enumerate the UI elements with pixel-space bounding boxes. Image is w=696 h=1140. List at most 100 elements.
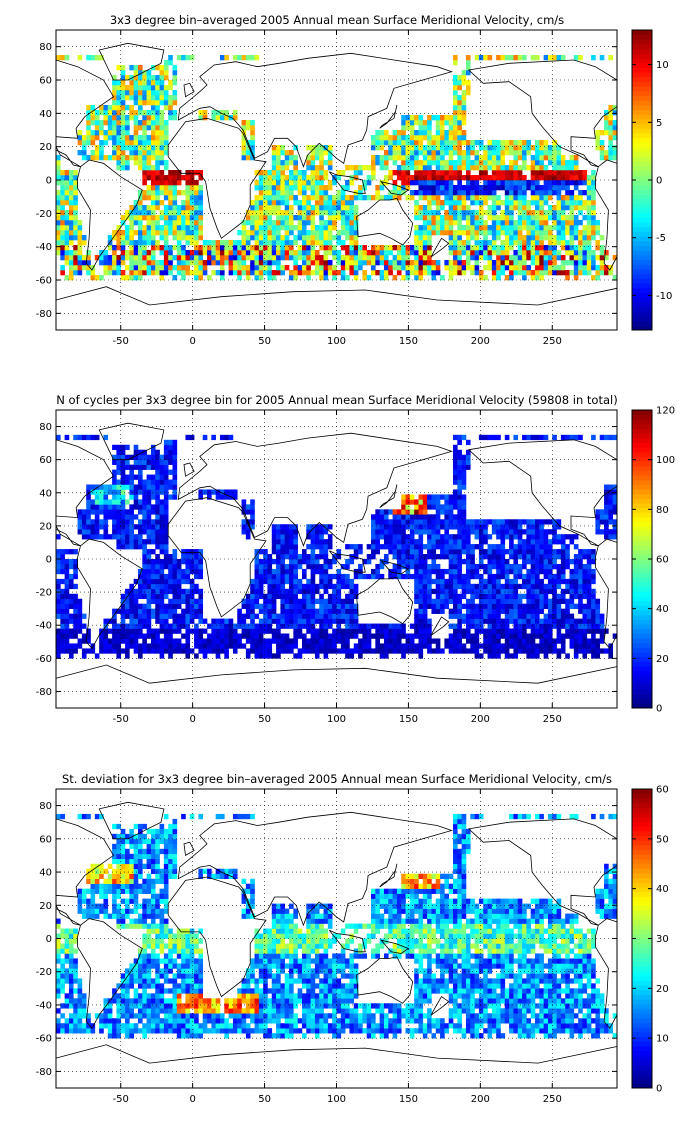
data-cell bbox=[336, 603, 342, 609]
data-cell bbox=[289, 180, 294, 186]
data-cell bbox=[457, 270, 462, 276]
data-cell bbox=[422, 524, 428, 530]
data-cell bbox=[163, 260, 169, 266]
data-cell bbox=[453, 598, 458, 604]
data-cell bbox=[552, 225, 557, 231]
data-cell bbox=[112, 105, 117, 111]
data-cell bbox=[457, 618, 462, 624]
data-cell bbox=[453, 205, 458, 211]
data-cell bbox=[383, 628, 389, 634]
data-cell bbox=[345, 195, 350, 201]
data-cell bbox=[293, 539, 298, 545]
data-cell bbox=[241, 623, 247, 629]
data-cell bbox=[448, 145, 454, 151]
data-cell bbox=[150, 593, 156, 600]
data-cell bbox=[478, 165, 484, 171]
data-cell bbox=[349, 180, 355, 186]
data-cell bbox=[358, 190, 363, 196]
data-cell bbox=[185, 265, 191, 271]
data-cell bbox=[310, 230, 316, 236]
data-cell bbox=[112, 608, 117, 614]
data-cell bbox=[267, 170, 273, 176]
data-cell bbox=[457, 125, 462, 131]
data-cell bbox=[530, 230, 536, 236]
data-cell bbox=[478, 200, 484, 206]
coastline-shape bbox=[467, 59, 618, 168]
data-cell bbox=[336, 588, 342, 595]
data-cell bbox=[388, 145, 393, 151]
data-cell bbox=[405, 270, 411, 276]
data-cell bbox=[263, 260, 268, 266]
data-cell bbox=[163, 270, 169, 276]
data-cell bbox=[491, 140, 497, 146]
data-cell bbox=[340, 608, 346, 614]
data-cell bbox=[314, 643, 320, 649]
data-cell bbox=[319, 185, 324, 191]
data-cell bbox=[189, 434, 195, 441]
data-cell bbox=[414, 593, 419, 600]
data-cell bbox=[461, 70, 467, 76]
data-cell bbox=[470, 235, 475, 241]
data-cell bbox=[539, 215, 544, 221]
data-cell bbox=[418, 130, 424, 136]
data-cell bbox=[427, 544, 432, 550]
data-cell bbox=[155, 155, 160, 161]
data-cell bbox=[142, 265, 147, 271]
data-cell bbox=[284, 568, 290, 575]
data-cell bbox=[388, 250, 393, 256]
data-cell bbox=[159, 250, 165, 256]
data-cell bbox=[340, 643, 346, 649]
data-cell bbox=[194, 623, 199, 629]
data-cell bbox=[513, 150, 519, 156]
data-cell bbox=[168, 230, 173, 236]
data-cell bbox=[271, 160, 277, 166]
data-cell bbox=[241, 618, 247, 624]
data-cell bbox=[457, 534, 462, 540]
data-cell bbox=[86, 628, 91, 634]
data-cell bbox=[301, 235, 307, 241]
data-cell bbox=[539, 260, 544, 266]
data-cell bbox=[461, 613, 467, 619]
data-cell bbox=[120, 230, 126, 236]
data-cell bbox=[280, 563, 286, 570]
data-cell bbox=[461, 100, 467, 106]
data-cell bbox=[94, 135, 100, 141]
data-cell bbox=[306, 235, 311, 241]
data-cell bbox=[396, 250, 402, 256]
data-cell bbox=[470, 175, 475, 181]
data-cell bbox=[280, 549, 286, 555]
data-cell bbox=[163, 205, 169, 211]
data-cell bbox=[327, 623, 333, 629]
data-cell bbox=[440, 115, 445, 121]
data-cell bbox=[163, 185, 169, 191]
data-cell bbox=[86, 265, 91, 271]
data-cell bbox=[56, 165, 61, 171]
data-cell bbox=[250, 135, 255, 141]
data-cell bbox=[552, 220, 557, 226]
data-cell bbox=[56, 195, 61, 201]
data-cell bbox=[176, 623, 182, 629]
data-cell bbox=[181, 245, 186, 251]
data-cell bbox=[56, 593, 61, 600]
data-cell bbox=[375, 195, 380, 201]
data-cell bbox=[457, 633, 462, 639]
data-cell bbox=[444, 509, 449, 515]
data-cell bbox=[245, 120, 251, 126]
data-cell bbox=[453, 608, 458, 614]
data-cell bbox=[241, 150, 247, 156]
data-cell bbox=[565, 185, 570, 191]
data-cell bbox=[116, 120, 122, 126]
data-cell bbox=[435, 175, 441, 181]
data-cell bbox=[64, 563, 70, 570]
data-cell bbox=[112, 90, 117, 96]
data-cell bbox=[189, 568, 195, 575]
data-cell bbox=[146, 190, 152, 196]
data-cell bbox=[332, 275, 337, 281]
data-cell bbox=[137, 499, 143, 505]
data-cell bbox=[418, 578, 424, 585]
data-cell bbox=[478, 160, 484, 166]
data-cell bbox=[448, 185, 454, 191]
data-cell bbox=[297, 633, 303, 639]
data-cell bbox=[155, 265, 160, 271]
data-cell bbox=[159, 549, 165, 555]
